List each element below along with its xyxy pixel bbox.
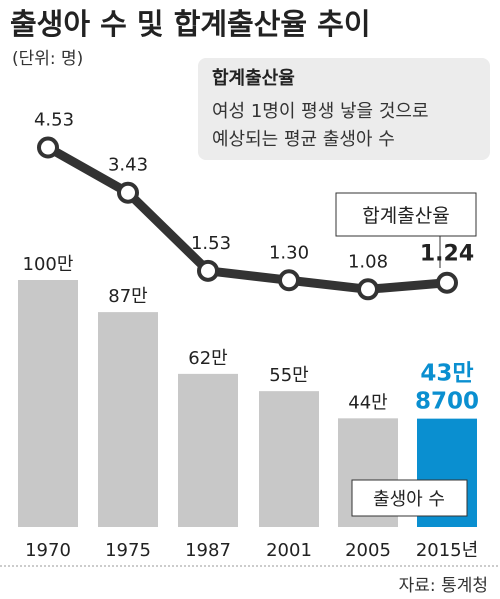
rate-point — [117, 181, 139, 204]
bar-value-label: 100만 — [23, 254, 74, 275]
bar-value-label: 62만 — [188, 348, 227, 369]
bar-legend: 출생아 수 — [351, 479, 468, 517]
x-tick-label: 1970 — [25, 540, 71, 561]
bar-1987 — [178, 373, 238, 527]
rate-point — [197, 259, 219, 282]
rate-value-label: 1.08 — [348, 251, 388, 272]
bar-2001 — [259, 391, 319, 527]
source-note: 자료: 통계청 — [399, 576, 488, 596]
bar-1975 — [98, 312, 158, 527]
unit-label: (단위: 명) — [12, 49, 83, 69]
line-series: 4.53 3.43 1.53 1.30 1.08 1.24 — [34, 110, 474, 301]
bar-value-label: 43만 — [420, 361, 473, 387]
definition-callout: 합계출산율 여성 1명이 평생 낳을 것으로 예상되는 평균 출생아 수 — [198, 58, 490, 160]
x-axis: 1970 1975 1987 2001 2005 2015년 — [25, 540, 478, 561]
bar-legend-label: 출생아 수 — [373, 489, 445, 510]
rate-value-label: 1.53 — [191, 233, 231, 254]
rate-line — [43, 143, 452, 294]
rate-value-label: 1.24 — [420, 242, 474, 267]
rate-value-label: 1.30 — [269, 242, 309, 263]
rate-point — [278, 269, 300, 292]
x-tick-label: 2015년 — [416, 540, 478, 561]
chart-title: 출생아 수 및 합계출산율 추이 — [10, 7, 371, 41]
bar-value-label: 87만 — [108, 286, 147, 307]
line-legend: 합계출산율 — [335, 192, 477, 268]
rate-point — [357, 278, 379, 301]
bar-value-label: 55만 — [269, 365, 308, 386]
line-legend-label: 합계출산율 — [362, 205, 449, 227]
rate-value-label: 4.53 — [34, 110, 74, 131]
x-tick-label: 1975 — [105, 540, 151, 561]
rate-point — [37, 136, 59, 159]
callout-line-2: 예상되는 평균 출생아 수 — [212, 129, 395, 150]
x-tick-label: 2005 — [345, 540, 391, 561]
callout-heading: 합계출산율 — [212, 67, 295, 89]
x-tick-label: 1987 — [185, 540, 231, 561]
bar-value-label: 44만 — [348, 392, 387, 413]
rate-point — [436, 271, 458, 294]
x-tick-label: 2001 — [266, 540, 312, 561]
callout-box — [198, 58, 490, 160]
bar-1970 — [18, 280, 78, 527]
bar-legend-box — [351, 479, 468, 517]
bar-value-label: 8700 — [415, 389, 479, 415]
line-legend-box — [335, 192, 477, 237]
callout-line-1: 여성 1명이 평생 낳을 것으로 — [212, 101, 429, 122]
rate-value-label: 3.43 — [108, 155, 148, 176]
